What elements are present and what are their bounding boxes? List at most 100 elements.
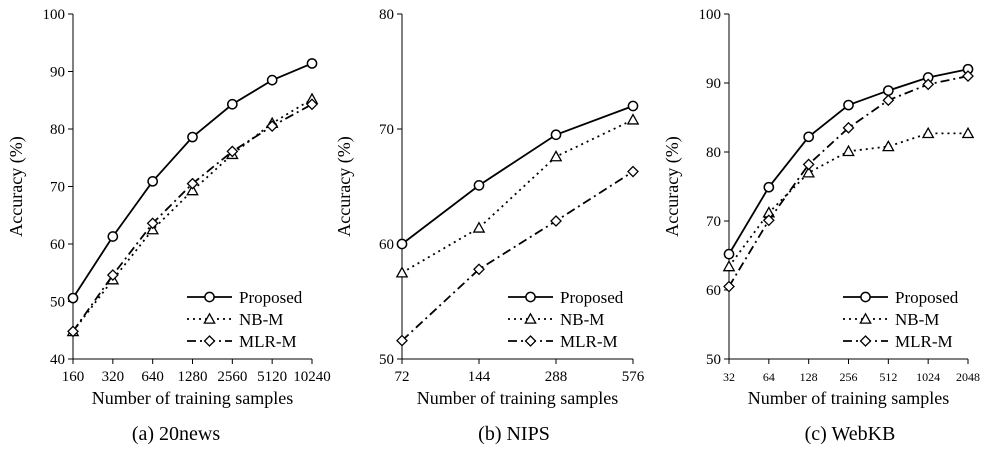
- x-tick-label: 144: [468, 369, 491, 385]
- x-tick-label: 512: [879, 370, 897, 384]
- y-tick-label: 60: [50, 237, 65, 253]
- y-axis-label: Accuracy (%): [334, 136, 355, 236]
- data-point-circle: [843, 99, 854, 111]
- data-point-diamond: [266, 120, 279, 133]
- y-tick-label: 90: [50, 65, 65, 81]
- legend-label: MLR-M: [560, 332, 618, 351]
- y-tick-label: 70: [379, 122, 394, 138]
- chart-caption: (c) WebKB: [805, 423, 896, 445]
- data-point-circle: [396, 238, 408, 250]
- data-point-triangle: [921, 126, 935, 139]
- series-line: [401, 105, 634, 245]
- series-line: [401, 170, 634, 342]
- series-nb-m: [722, 126, 975, 272]
- x-axis-label: Number of training samples: [748, 388, 949, 408]
- y-tick-label: 40: [50, 352, 65, 368]
- data-point-diamond: [396, 334, 408, 347]
- legend-label: Proposed: [560, 288, 624, 307]
- x-tick-label: 64: [763, 370, 775, 384]
- data-point-diamond: [67, 325, 79, 338]
- x-tick-label: 2048: [956, 370, 980, 384]
- legend: Proposed NB-M MLR-M: [843, 288, 959, 351]
- legend-label: NB-M: [239, 310, 283, 329]
- data-point-diamond: [723, 280, 735, 293]
- data-point-circle: [266, 74, 278, 86]
- data-point-triangle: [395, 266, 409, 278]
- data-point-circle: [306, 58, 318, 69]
- data-point-triangle: [722, 260, 736, 272]
- data-point-circle: [550, 129, 562, 141]
- x-tick-label: 320: [102, 369, 125, 385]
- y-tick-label: 60: [379, 237, 394, 253]
- x-tick-label: 576: [622, 369, 645, 385]
- x-tick-label: 5120: [257, 369, 287, 385]
- data-point-diamond: [627, 165, 639, 178]
- data-point-triangle: [961, 126, 975, 139]
- series-proposed: [396, 100, 639, 250]
- series-mlr-m: [396, 165, 639, 347]
- data-point-circle: [187, 131, 198, 143]
- data-point-diamond: [550, 215, 562, 227]
- x-axis-label: Number of training samples: [417, 388, 618, 408]
- data-point-circle: [473, 180, 485, 191]
- y-axis-label: Accuracy (%): [662, 136, 683, 236]
- x-tick-label: 288: [545, 369, 568, 385]
- legend-marker-triangle: [203, 312, 216, 324]
- data-point-diamond: [922, 78, 935, 91]
- y-tick-label: 50: [50, 295, 65, 311]
- x-tick-label: 160: [62, 369, 85, 385]
- data-point-diamond: [146, 217, 159, 230]
- legend-marker-diamond: [524, 335, 537, 347]
- data-point-diamond: [106, 269, 119, 281]
- data-point-diamond: [762, 214, 775, 227]
- data-point-triangle: [549, 150, 563, 162]
- data-point-circle: [763, 181, 775, 193]
- legend-label: MLR-M: [895, 332, 953, 351]
- chart-panel-1: 40 50 60 70 80 90 100 160 320 640 1280 2560 5120 1024…: [6, 7, 331, 445]
- series-proposed: [67, 58, 318, 304]
- legend-marker-diamond: [203, 335, 216, 347]
- series-mlr-m: [67, 98, 318, 338]
- series-nb-m: [395, 113, 640, 278]
- data-point-triangle: [472, 221, 486, 233]
- data-point-diamond: [842, 121, 855, 134]
- data-point-circle: [723, 248, 735, 260]
- x-tick-label: 2560: [217, 369, 247, 385]
- data-point-circle: [107, 231, 119, 242]
- data-point-triangle: [626, 113, 640, 125]
- x-tick-label: 640: [141, 369, 164, 385]
- data-point-diamond: [882, 94, 895, 107]
- legend: Proposed NB-M MLR-M: [508, 288, 624, 351]
- legend-label: Proposed: [895, 288, 959, 307]
- y-tick-label: 100: [43, 7, 66, 23]
- data-point-circle: [627, 100, 639, 112]
- y-tick-label: 90: [706, 76, 721, 92]
- data-point-diamond: [473, 263, 485, 276]
- x-tick-label: 32: [723, 370, 735, 384]
- x-tick-label: 72: [395, 369, 410, 385]
- data-point-diamond: [306, 98, 318, 111]
- x-tick-label: 1280: [178, 369, 208, 385]
- legend-marker-diamond: [859, 335, 872, 347]
- y-tick-label: 70: [50, 180, 65, 196]
- chart-caption: (b) NIPS: [478, 423, 550, 445]
- chart-panel-3: 50 60 70 80 90 100 32 64 128 256 512 1024 2048 Number…: [662, 7, 980, 445]
- series-proposed: [723, 63, 974, 260]
- data-point-circle: [226, 98, 238, 110]
- legend-marker-circle: [525, 291, 536, 303]
- legend-label: MLR-M: [239, 332, 297, 351]
- legend-label: Proposed: [239, 288, 303, 307]
- data-point-triangle: [186, 183, 199, 196]
- x-tick-label: 10240: [293, 369, 331, 385]
- legend-label: NB-M: [895, 310, 939, 329]
- y-tick-label: 80: [706, 145, 721, 161]
- y-tick-label: 80: [379, 7, 394, 23]
- y-tick-label: 60: [706, 283, 721, 299]
- chart-caption: (a) 20news: [132, 423, 221, 445]
- data-point-circle: [147, 175, 159, 187]
- series-line: [401, 118, 634, 274]
- legend: Proposed NB-M MLR-M: [187, 288, 303, 351]
- data-point-triangle: [882, 139, 895, 152]
- data-point-circle: [882, 85, 894, 96]
